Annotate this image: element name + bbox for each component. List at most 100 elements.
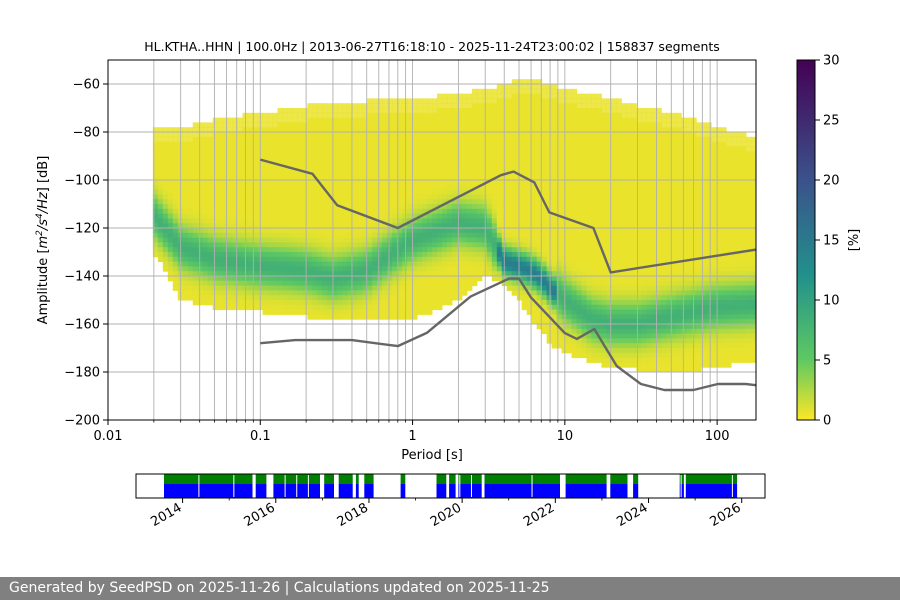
psd-cell	[392, 146, 398, 152]
psd-cell	[621, 146, 627, 152]
psd-cell	[666, 141, 672, 147]
psd-cell	[616, 204, 622, 210]
psd-cell	[466, 127, 473, 133]
psd-cell	[162, 223, 169, 229]
psd-cell	[382, 98, 388, 104]
psd-cell	[307, 290, 313, 296]
psd-cell	[486, 232, 493, 239]
psd-cell	[681, 194, 687, 200]
psd-cell	[536, 98, 543, 104]
psd-cell	[521, 79, 528, 85]
psd-cell	[367, 151, 373, 157]
psd-cell	[556, 184, 563, 191]
psd-cell	[227, 232, 234, 239]
psd-cell	[182, 175, 189, 181]
psd-cell	[516, 213, 523, 219]
psd-cell	[641, 165, 647, 171]
psd-cell	[686, 136, 692, 143]
psd-cell	[377, 266, 383, 272]
psd-cell	[362, 156, 368, 162]
psd-cell	[446, 108, 453, 114]
psd-cell	[531, 208, 538, 215]
psd-cell	[646, 170, 652, 176]
psd-cell	[596, 165, 602, 171]
psd-cell	[601, 309, 607, 315]
psd-cell	[207, 156, 214, 162]
psd-cell	[332, 218, 338, 224]
psd-cell	[272, 156, 278, 162]
psd-cell	[571, 266, 578, 272]
psd-cell	[446, 189, 453, 195]
psd-cell	[357, 256, 363, 263]
psd-cell	[531, 93, 538, 99]
psd-cell	[526, 122, 533, 128]
psd-cell	[327, 146, 333, 152]
psd-cell	[681, 204, 687, 210]
psd-cell	[382, 271, 388, 277]
psd-cell	[267, 237, 273, 243]
psd-cell	[292, 237, 298, 243]
psd-cell	[292, 276, 298, 282]
psd-cell	[636, 300, 642, 306]
psd-cell	[422, 127, 428, 133]
psd-cell	[307, 309, 313, 315]
psd-cell	[576, 122, 583, 128]
psd-cell	[387, 98, 393, 104]
psd-cell	[352, 194, 358, 200]
psd-cell	[222, 223, 229, 229]
psd-cell	[581, 146, 588, 152]
psd-cell	[571, 304, 578, 311]
psd-cell	[222, 208, 229, 215]
psd-cell	[486, 223, 493, 229]
psd-cell	[491, 266, 498, 272]
psd-cell	[591, 290, 597, 296]
psd-cell	[197, 276, 204, 282]
psd-cell	[606, 170, 612, 176]
psd-cell	[476, 108, 483, 114]
psd-cell	[412, 103, 418, 109]
psd-cell	[481, 98, 488, 104]
psd-cell	[157, 136, 164, 143]
psd-cell	[646, 218, 652, 224]
psd-cell	[626, 208, 632, 215]
psd-cell	[372, 132, 378, 138]
psd-cell	[666, 180, 672, 186]
psd-cell	[601, 333, 607, 339]
psd-cell	[526, 247, 533, 253]
psd-cell	[496, 180, 503, 186]
psd-cell	[441, 247, 448, 253]
psd-cell	[247, 156, 254, 162]
psd-cell	[247, 266, 254, 272]
psd-cell	[282, 290, 288, 296]
psd-cell	[282, 189, 288, 195]
psd-cell	[476, 256, 483, 263]
psd-cell	[441, 98, 448, 104]
psd-cell	[367, 108, 373, 114]
psd-cell	[287, 117, 293, 123]
psd-cell	[227, 290, 234, 296]
psd-cell	[581, 204, 588, 210]
psd-cell	[407, 108, 413, 114]
psd-cell	[541, 117, 548, 123]
psd-cell	[671, 300, 677, 306]
psd-cell	[441, 280, 448, 287]
psd-cell	[332, 314, 338, 320]
psd-cell	[551, 151, 558, 157]
psd-cell	[172, 175, 179, 181]
psd-cell	[636, 304, 642, 311]
psd-cell	[167, 156, 174, 162]
psd-cell	[641, 175, 647, 181]
psd-cell	[491, 160, 498, 167]
psd-cell	[232, 117, 239, 123]
psd-cell	[656, 252, 662, 258]
psd-cell	[267, 300, 273, 306]
psd-cell	[212, 290, 219, 296]
psd-cell	[432, 261, 438, 267]
psd-cell	[516, 208, 523, 215]
psd-cell	[596, 208, 602, 215]
psd-cell	[666, 300, 672, 306]
psd-cell	[611, 319, 617, 325]
psd-cell	[427, 228, 433, 234]
psd-cell	[367, 204, 373, 210]
psd-cell	[287, 136, 293, 143]
